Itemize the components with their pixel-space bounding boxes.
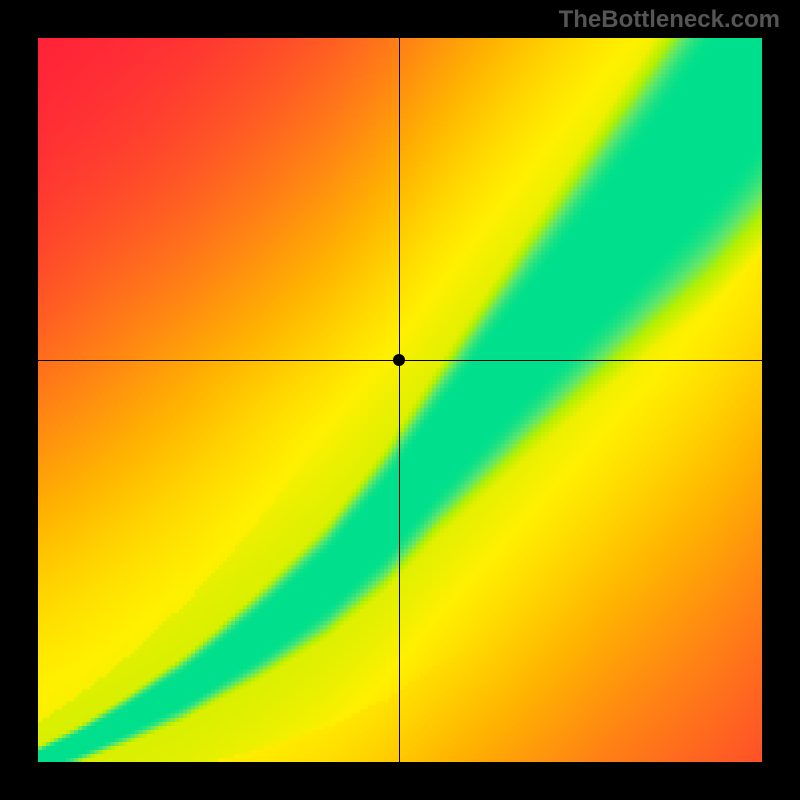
watermark-text: TheBottleneck.com	[559, 6, 780, 34]
crosshair-vertical	[399, 38, 400, 762]
crosshair-marker	[393, 354, 405, 366]
bottleneck-heatmap	[38, 38, 762, 762]
heatmap-canvas	[38, 38, 762, 762]
